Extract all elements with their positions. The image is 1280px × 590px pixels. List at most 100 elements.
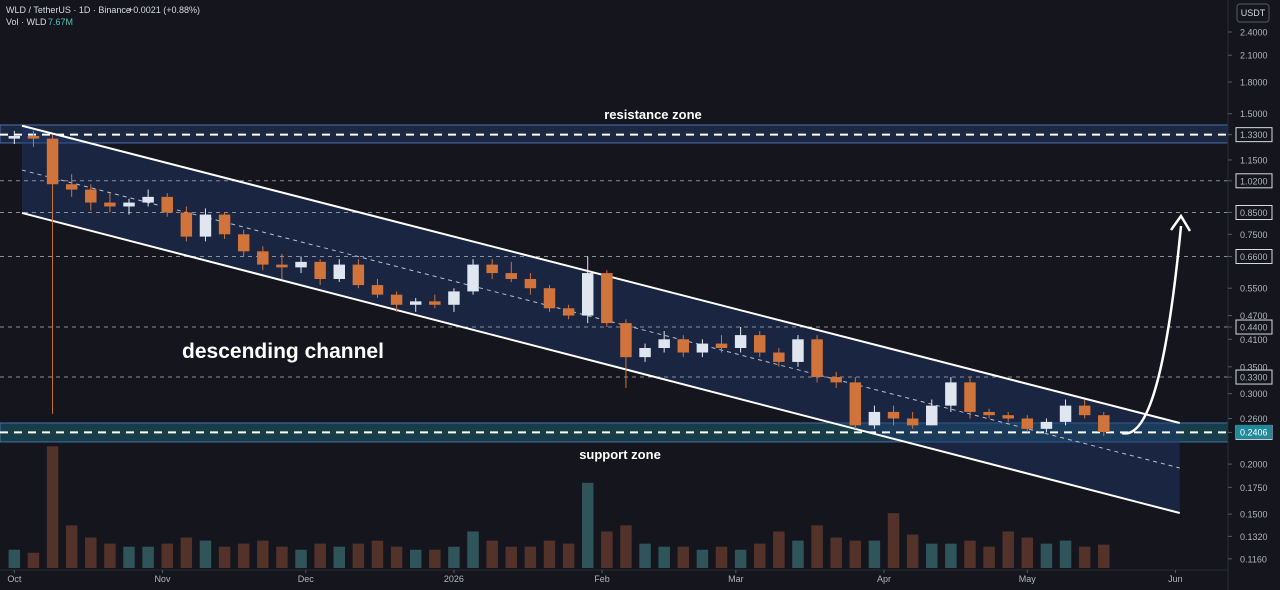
x-tick-label: Apr: [877, 574, 891, 584]
candle-body: [467, 264, 479, 292]
volume-bar: [257, 540, 269, 568]
price-change: +0.0021 (+0.88%): [128, 5, 200, 15]
volume-bar: [849, 540, 862, 568]
candle-body: [734, 335, 747, 348]
volume-bar: [677, 546, 690, 568]
y-tick-label: 2.4000: [1240, 28, 1268, 38]
y-tick-label: 1.3300: [1240, 130, 1268, 140]
candle-body: [964, 382, 976, 412]
candle-body: [658, 339, 670, 348]
candle-body: [142, 196, 154, 203]
candle-body: [983, 411, 995, 416]
volume-bar: [85, 537, 97, 568]
volume-bar: [792, 540, 804, 568]
candle-body: [390, 294, 403, 305]
volume-bar: [371, 540, 384, 568]
y-tick-label: 0.2600: [1240, 414, 1268, 424]
volume-bar: [123, 546, 135, 568]
candle-body: [314, 261, 326, 279]
x-tick-label: May: [1019, 574, 1037, 584]
projection-arrowhead: [1169, 213, 1192, 232]
volume-bar: [199, 540, 212, 568]
candle-body: [371, 285, 384, 295]
volume-bar: [333, 546, 345, 568]
candle-body: [849, 382, 862, 426]
candle-body: [237, 234, 250, 252]
volume-bar: [180, 537, 193, 568]
volume-bar: [734, 549, 747, 568]
volume-bar: [429, 549, 441, 568]
channel-upper: [21, 124, 1180, 424]
volume-bar: [1078, 546, 1091, 568]
candle-body: [601, 273, 613, 324]
volume-label: Vol · WLD: [6, 17, 47, 27]
candle-body: [620, 323, 632, 358]
y-tick-label: 0.4700: [1240, 311, 1268, 321]
candle-body: [1021, 418, 1034, 429]
candle-body: [562, 308, 575, 316]
x-tick-label: Dec: [298, 574, 315, 584]
volume-bar: [562, 543, 575, 568]
candle-body: [429, 301, 441, 305]
x-tick-label: 2026: [444, 574, 464, 584]
volume-bar: [276, 546, 288, 568]
volume-bar: [620, 525, 632, 568]
x-tick-label: Feb: [594, 574, 610, 584]
candle-body: [811, 339, 823, 378]
candle-body: [754, 335, 766, 353]
volume-bar: [906, 534, 919, 568]
volume-bar: [104, 543, 116, 568]
candle-body: [257, 251, 269, 265]
candle-body: [1078, 405, 1091, 416]
y-tick-label: 0.1160: [1240, 554, 1267, 564]
candle-body: [945, 382, 957, 406]
volume-bar: [773, 531, 785, 568]
candle-body: [276, 264, 288, 268]
volume-bar: [1002, 531, 1014, 568]
volume-bar: [696, 549, 709, 568]
candle-body: [926, 405, 938, 426]
candle-body: [352, 264, 365, 286]
volume-bar: [295, 549, 307, 568]
volume-bar: [65, 525, 78, 568]
volume-bar: [658, 546, 670, 568]
candle-body: [85, 189, 97, 203]
volume-bar: [46, 446, 59, 568]
y-tick-label: 0.3500: [1240, 362, 1268, 372]
candle-body: [295, 261, 307, 268]
volume-bar: [1040, 543, 1053, 568]
volume-bar: [811, 525, 823, 568]
x-tick-label: Mar: [728, 574, 744, 584]
volume-bar: [352, 543, 365, 568]
volume-bar: [448, 546, 460, 568]
volume-bar: [639, 543, 651, 568]
candle-body: [1040, 421, 1053, 429]
y-tick-label: 0.3000: [1240, 389, 1268, 399]
support-label: support zone: [579, 447, 661, 462]
candle-body: [218, 214, 231, 235]
last-price-label: 0.2406: [1240, 427, 1268, 437]
candle-body: [123, 202, 135, 207]
y-tick-box: [1235, 249, 1273, 265]
volume-bar: [505, 546, 518, 568]
projection-arrow: [1121, 225, 1183, 435]
candle-body: [1059, 405, 1072, 422]
volume-bar: [601, 531, 613, 568]
candle-body: [1098, 415, 1110, 432]
volume-bar: [390, 546, 403, 568]
y-tick-box: [1235, 127, 1273, 143]
last-price-box: [1236, 424, 1272, 439]
x-tick-label: Oct: [7, 574, 22, 584]
y-tick-box: [1235, 369, 1273, 385]
candle-body: [409, 301, 422, 305]
currency-box[interactable]: [1236, 3, 1270, 23]
candle-body: [486, 264, 498, 274]
y-tick-label: 0.5500: [1240, 284, 1268, 294]
y-tick-label: 1.5000: [1240, 109, 1268, 119]
y-tick-label: 0.1320: [1240, 532, 1268, 542]
y-tick-label: 0.4100: [1240, 335, 1268, 345]
candle-body: [581, 273, 594, 316]
candle-body: [199, 214, 212, 237]
candle-body: [1002, 415, 1014, 419]
volume-bar: [887, 513, 900, 568]
